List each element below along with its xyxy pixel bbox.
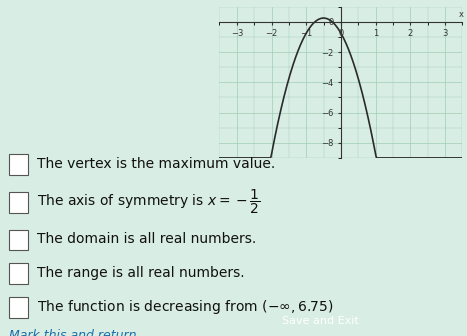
Text: Save and Exit: Save and Exit bbox=[282, 316, 358, 326]
Text: The function is decreasing from $(-\infty, 6.75)$: The function is decreasing from $(-\inft… bbox=[37, 298, 333, 316]
Text: The axis of symmetry is $x = -\dfrac{1}{2}$: The axis of symmetry is $x = -\dfrac{1}{… bbox=[37, 187, 261, 215]
Text: The range is all real numbers.: The range is all real numbers. bbox=[37, 266, 245, 280]
Text: The domain is all real numbers.: The domain is all real numbers. bbox=[37, 232, 256, 246]
FancyBboxPatch shape bbox=[9, 229, 28, 250]
FancyBboxPatch shape bbox=[9, 192, 28, 213]
Text: x: x bbox=[459, 9, 464, 18]
FancyBboxPatch shape bbox=[9, 297, 28, 318]
FancyBboxPatch shape bbox=[9, 263, 28, 284]
Text: Mark this and return: Mark this and return bbox=[9, 329, 137, 336]
Text: The vertex is the maximum value.: The vertex is the maximum value. bbox=[37, 157, 276, 171]
FancyBboxPatch shape bbox=[9, 154, 28, 175]
